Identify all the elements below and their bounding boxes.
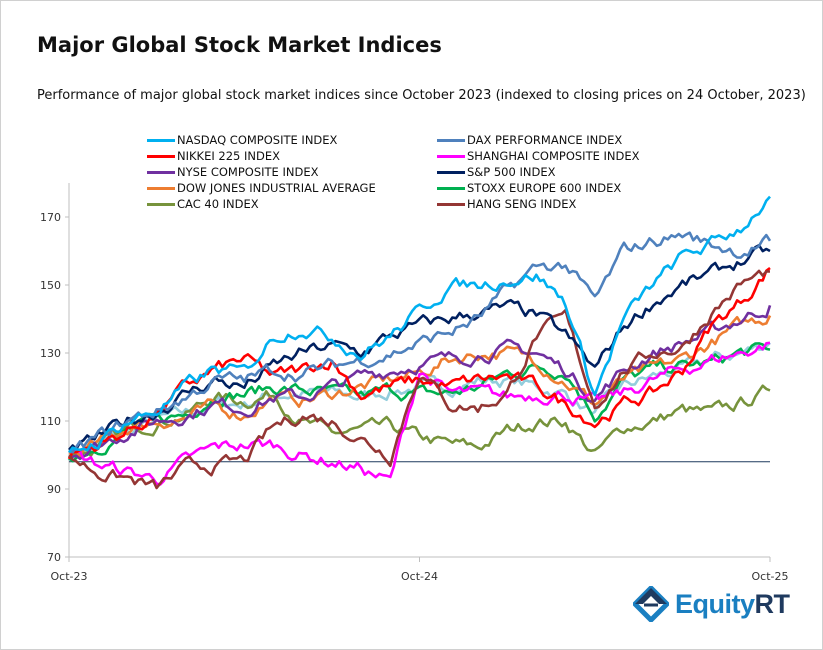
series-line-dax-performance-index — [68, 231, 772, 454]
legend-label: NYSE COMPOSITE INDEX — [177, 165, 319, 179]
series-line-nasdaq-composite-index — [67, 195, 771, 454]
legend-label: SHANGHAI COMPOSITE INDEX — [467, 149, 640, 163]
legend-swatch — [437, 202, 465, 206]
y-tick-label: 170 — [40, 211, 61, 224]
legend-swatch — [147, 154, 175, 158]
legend-swatch — [437, 154, 465, 158]
equityrt-logo: EquityRT — [633, 586, 790, 622]
legend-swatch — [437, 138, 465, 142]
legend-item: S&P 500 INDEX — [437, 164, 707, 180]
legend-swatch — [147, 170, 175, 174]
legend-swatch — [147, 138, 175, 142]
series-line-stoxx-europe-600-index — [68, 342, 771, 463]
legend-label: NASDAQ COMPOSITE INDEX — [177, 133, 338, 147]
legend-swatch — [437, 186, 465, 190]
legend-label: DOW JONES INDUSTRIAL AVERAGE — [177, 181, 376, 195]
legend-item: STOXX EUROPE 600 INDEX — [437, 180, 707, 196]
brand-name: EquityRT — [675, 588, 790, 619]
legend-swatch — [147, 202, 175, 206]
legend-item: CAC 40 INDEX — [147, 196, 437, 212]
legend: NASDAQ COMPOSITE INDEX DAX PERFORMANCE IN… — [147, 132, 707, 212]
legend-swatch — [147, 186, 175, 190]
series-line-s-p-500-index — [68, 244, 771, 451]
legend-item: NIKKEI 225 INDEX — [147, 148, 437, 164]
legend-label: S&P 500 INDEX — [467, 165, 556, 179]
legend-label: NIKKEI 225 INDEX — [177, 149, 280, 163]
equityrt-logo-icon — [633, 586, 669, 622]
legend-label: CAC 40 INDEX — [177, 197, 259, 211]
chart-subtitle: Performance of major global stock market… — [37, 88, 806, 103]
series-line-nyse-composite-index — [68, 305, 772, 461]
x-tick-label: Oct-24 — [401, 570, 438, 583]
legend-swatch — [437, 170, 465, 174]
y-tick-label: 70 — [47, 551, 61, 564]
legend-item: NYSE COMPOSITE INDEX — [147, 164, 437, 180]
x-tick-label: Oct-25 — [752, 570, 789, 583]
legend-label: STOXX EUROPE 600 INDEX — [467, 181, 622, 195]
legend-label: DAX PERFORMANCE INDEX — [467, 133, 623, 147]
chart-title: Major Global Stock Market Indices — [37, 33, 442, 57]
y-tick-label: 110 — [40, 415, 61, 428]
series-line-hang-seng-index — [68, 269, 771, 490]
legend-item: HANG SENG INDEX — [437, 196, 707, 212]
y-tick-label: 150 — [40, 279, 61, 292]
legend-label: HANG SENG INDEX — [467, 197, 577, 211]
y-tick-label: 130 — [40, 347, 61, 360]
legend-item: DOW JONES INDUSTRIAL AVERAGE — [147, 180, 437, 196]
series-line-shanghai-composite-index — [68, 341, 771, 486]
series-line-cac-40-index — [68, 384, 771, 460]
legend-item: SHANGHAI COMPOSITE INDEX — [437, 148, 707, 164]
legend-item: NASDAQ COMPOSITE INDEX — [147, 132, 437, 148]
x-tick-label: Oct-23 — [51, 570, 88, 583]
legend-item: DAX PERFORMANCE INDEX — [437, 132, 707, 148]
y-tick-label: 90 — [47, 483, 61, 496]
